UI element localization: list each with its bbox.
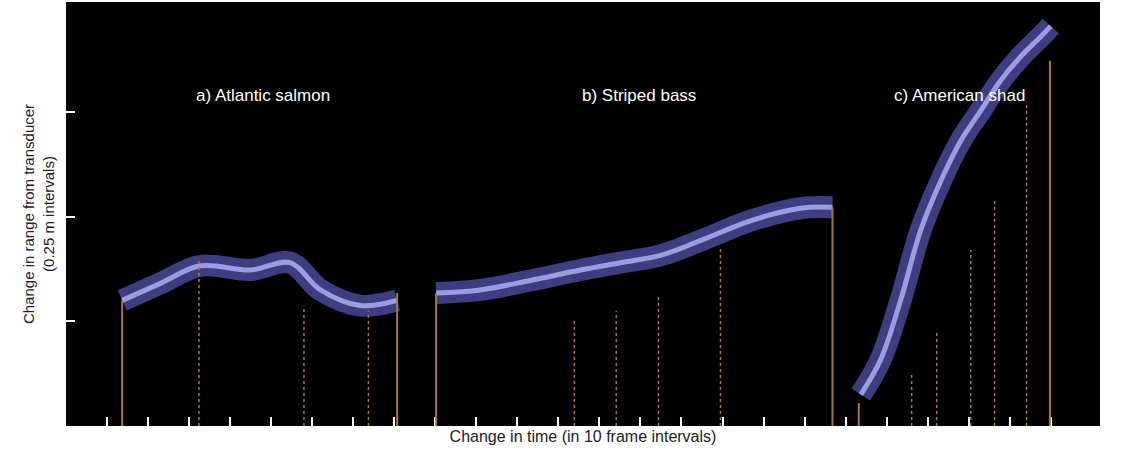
svg-text:a) Atlantic salmon: a) Atlantic salmon <box>196 86 330 105</box>
svg-text:c) American shad: c) American shad <box>894 86 1025 105</box>
svg-text:b) Striped bass: b) Striped bass <box>582 86 696 105</box>
svg-text:Change in range from transduce: Change in range from transducer(0.25 m i… <box>20 104 57 324</box>
svg-text:Change in time (in 10 frame in: Change in time (in 10 frame intervals) <box>450 428 717 445</box>
